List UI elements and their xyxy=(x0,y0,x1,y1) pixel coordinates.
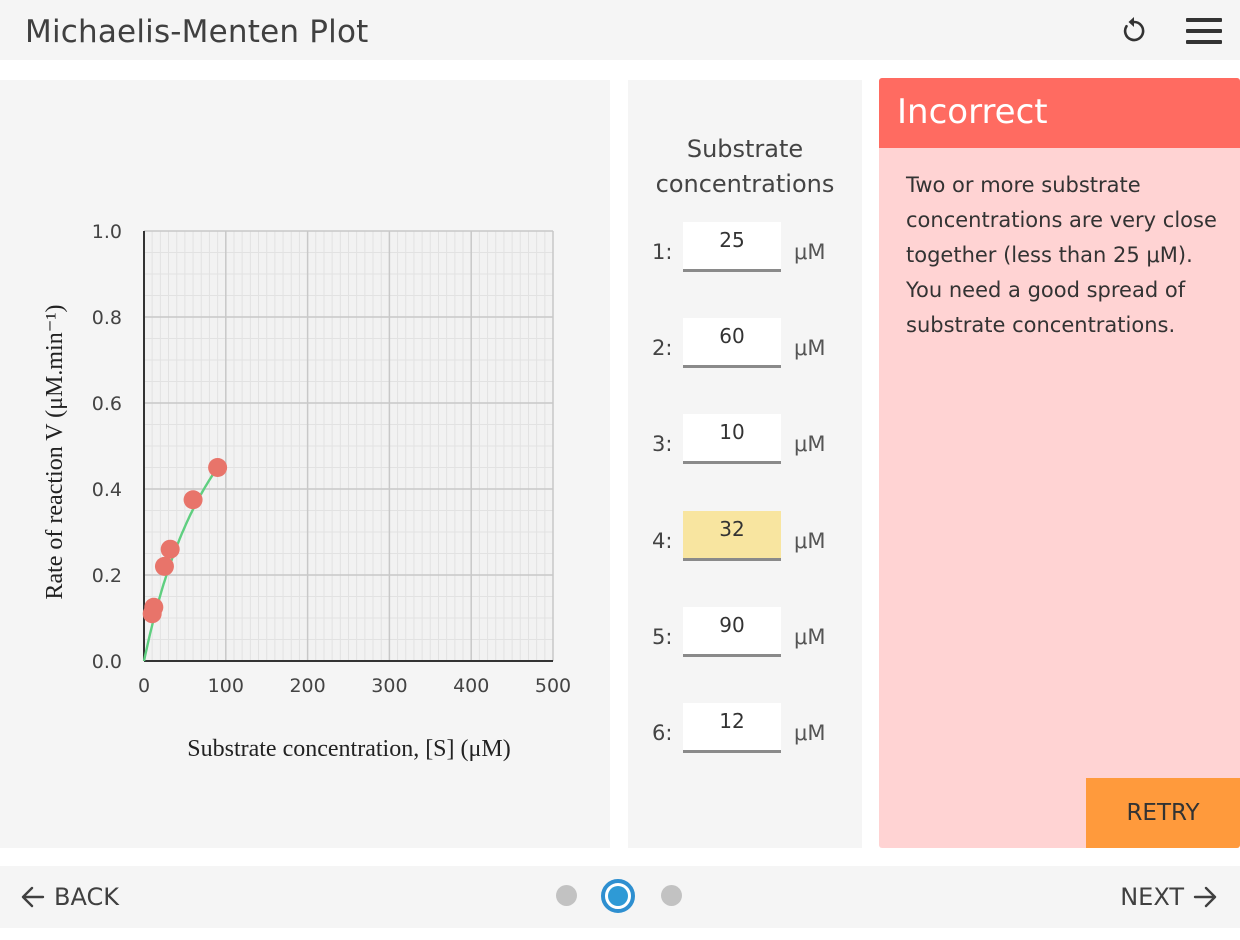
concentration-row: 5: 90 μM xyxy=(628,607,862,661)
concentration-unit: μM xyxy=(794,432,826,456)
data-point[interactable] xyxy=(183,490,203,510)
data-point[interactable] xyxy=(154,556,174,576)
page-dot-3[interactable] xyxy=(661,885,682,906)
graph-panel: 0.0 0.2 0.4 0.6 0.8 1.0 0 100 200 300 400 500 Subs… xyxy=(0,80,610,848)
data-point[interactable] xyxy=(144,597,164,617)
michaelis-menten-chart: 0.0 0.2 0.4 0.6 0.8 1.0 0 100 200 300 400 500 Subs… xyxy=(42,221,571,762)
x-axis-label: Substrate concentration, [S] (μM) xyxy=(187,736,510,762)
hamburger-menu-icon xyxy=(1186,18,1222,22)
data-point[interactable] xyxy=(208,458,228,477)
concentration-input[interactable]: 12 xyxy=(683,703,781,753)
concentrations-panel: Substrate concentrations 1: 25 μM 2: 60 μM 3: 1… xyxy=(628,80,862,848)
next-button[interactable]: NEXT xyxy=(1120,882,1218,912)
page-dot-1[interactable] xyxy=(556,885,577,906)
feedback-message: Two or more substrate concentrations are… xyxy=(906,173,1217,337)
page-title: Michaelis-Menten Plot xyxy=(25,14,369,50)
y-tick-label: 0.4 xyxy=(92,479,122,501)
arrow-left-icon xyxy=(21,886,45,908)
concentration-row: 6: 12 μM xyxy=(628,703,862,757)
y-tick-label: 0.8 xyxy=(92,307,122,329)
feedback-header: Incorrect xyxy=(879,78,1240,148)
concentration-index: 4: xyxy=(652,529,673,553)
y-tick-label: 0.0 xyxy=(92,651,122,673)
feedback-panel: Incorrect Two or more substrate concentr… xyxy=(879,78,1240,848)
concentration-unit: μM xyxy=(794,529,826,553)
reset-icon xyxy=(1123,17,1145,42)
concentration-row: 1: 25 μM xyxy=(628,222,862,276)
concentration-input[interactable]: 90 xyxy=(683,607,781,657)
retry-button[interactable]: RETRY xyxy=(1086,778,1240,848)
concentration-row: 3: 10 μM xyxy=(628,414,862,468)
data-point[interactable] xyxy=(160,539,180,559)
y-tick-label: 0.2 xyxy=(92,565,122,587)
x-tick-label: 500 xyxy=(535,675,571,697)
x-tick-label: 100 xyxy=(208,675,244,697)
concentration-input[interactable]: 10 xyxy=(683,414,781,464)
y-tick-label: 0.6 xyxy=(92,393,122,415)
arrow-right-icon xyxy=(1193,886,1217,908)
concentration-input[interactable]: 60 xyxy=(683,318,781,368)
x-tick-label: 200 xyxy=(289,675,325,697)
back-label: BACK xyxy=(54,883,119,911)
concentration-input[interactable]: 25 xyxy=(683,222,781,272)
x-tick-label: 300 xyxy=(371,675,407,697)
bottom-nav-bar: BACK NEXT xyxy=(0,866,1240,928)
concentration-index: 6: xyxy=(652,721,673,745)
concentrations-title: Substrate concentrations xyxy=(655,135,835,198)
next-label: NEXT xyxy=(1120,883,1184,911)
concentration-unit: μM xyxy=(794,240,826,264)
reset-button[interactable] xyxy=(1116,12,1152,48)
concentration-index: 5: xyxy=(652,625,673,649)
feedback-title: Incorrect xyxy=(897,92,1048,132)
top-bar: Michaelis-Menten Plot xyxy=(0,0,1240,60)
concentration-index: 1: xyxy=(652,240,673,264)
concentration-unit: μM xyxy=(794,625,826,649)
concentration-row: 4: 32 μM xyxy=(628,511,862,565)
concentration-unit: μM xyxy=(794,336,826,360)
x-tick-label: 0 xyxy=(138,675,150,697)
concentration-index: 3: xyxy=(652,432,673,456)
concentration-unit: μM xyxy=(794,721,826,745)
concentration-input[interactable]: 32 xyxy=(683,511,781,561)
page-dot-2-current[interactable] xyxy=(601,879,635,913)
menu-button[interactable] xyxy=(1184,14,1224,48)
concentration-index: 2: xyxy=(652,336,673,360)
concentration-row: 2: 60 μM xyxy=(628,318,862,372)
x-tick-label: 400 xyxy=(453,675,489,697)
y-tick-label: 1.0 xyxy=(92,221,122,243)
back-button[interactable]: BACK xyxy=(20,882,119,912)
y-axis-label: Rate of reaction V (μM.min⁻¹) xyxy=(42,304,68,599)
